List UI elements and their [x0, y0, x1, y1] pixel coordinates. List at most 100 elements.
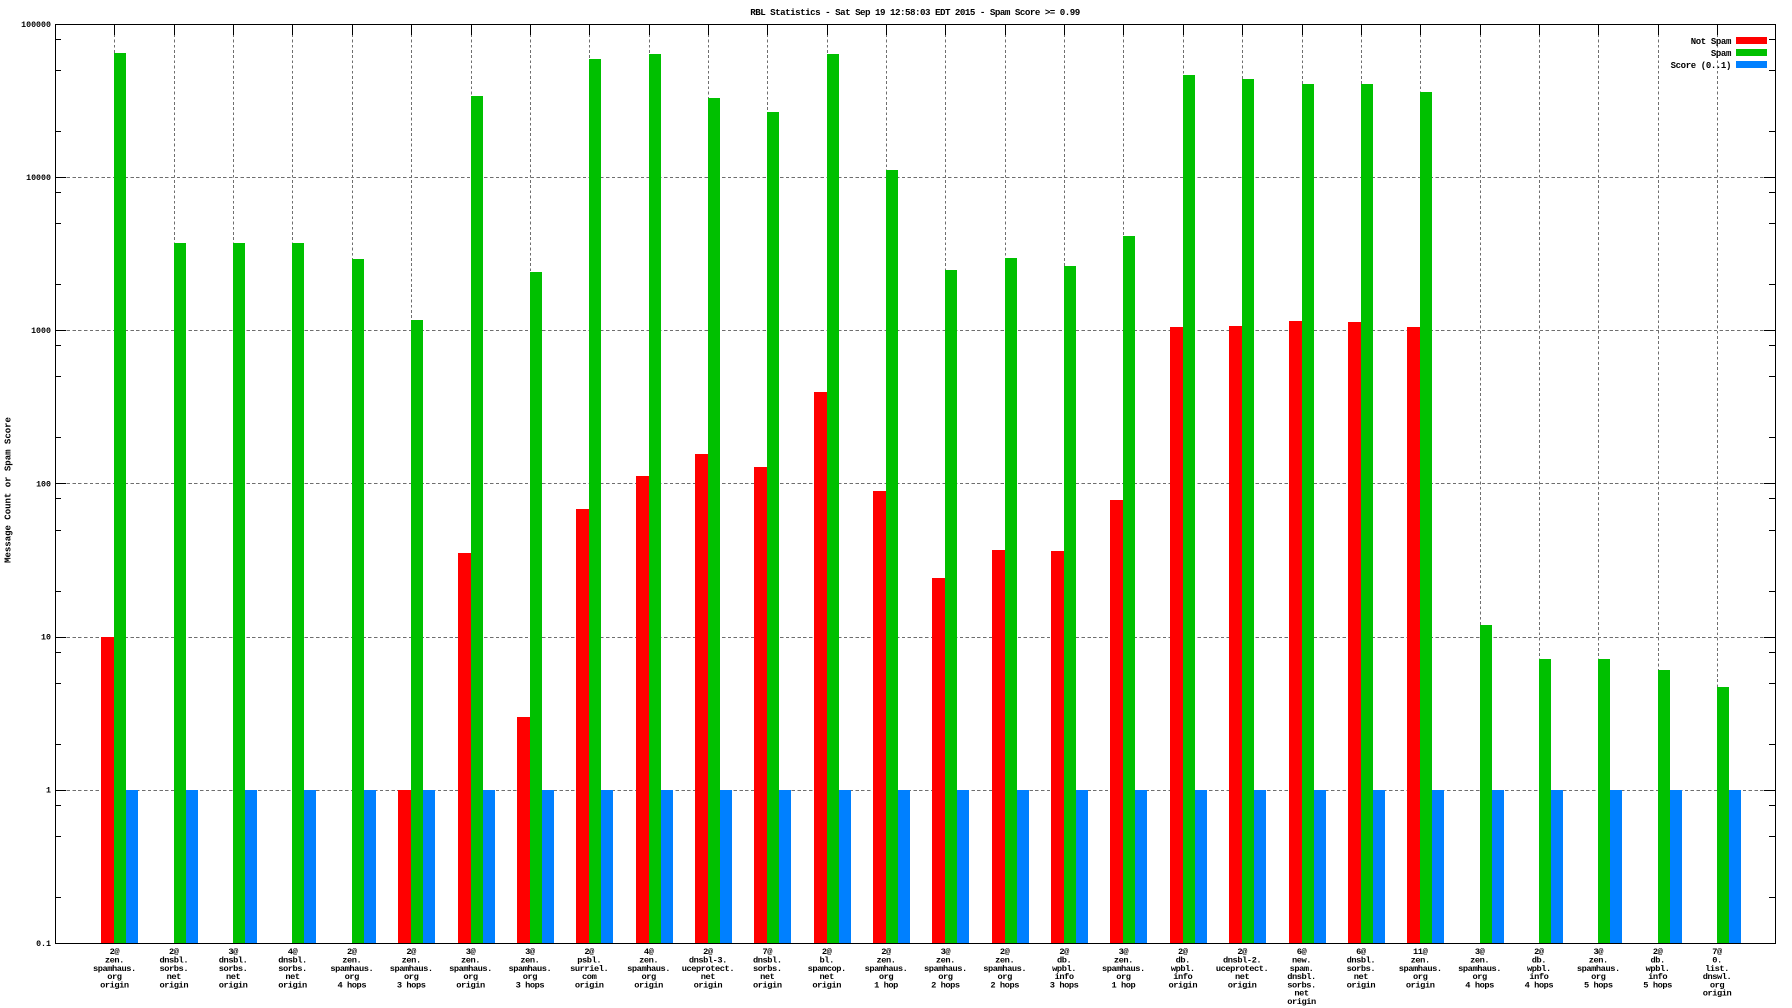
svg-text:zen.: zen. [995, 956, 1014, 966]
svg-text:6@: 6@ [1356, 947, 1367, 957]
svg-text:dnsbl.: dnsbl. [753, 956, 782, 966]
svg-text:4 hops: 4 hops [1465, 980, 1494, 990]
svg-text:origin: origin [634, 980, 663, 990]
svg-text:2@: 2@ [1237, 947, 1248, 957]
svg-text:2@: 2@ [110, 947, 121, 957]
svg-text:zen.: zen. [936, 956, 955, 966]
svg-text:3@: 3@ [1475, 947, 1486, 957]
svg-text:info: info [1648, 972, 1667, 982]
svg-text:zen.: zen. [1411, 956, 1430, 966]
svg-text:org: org [345, 972, 360, 982]
svg-text:2 hops: 2 hops [990, 980, 1019, 990]
svg-text:origin: origin [575, 980, 604, 990]
svg-text:2@: 2@ [406, 947, 417, 957]
svg-text:zen.: zen. [105, 956, 124, 966]
svg-text:2@: 2@ [169, 947, 180, 957]
svg-text:100000: 100000 [21, 21, 51, 30]
svg-text:wpbl.: wpbl. [1646, 964, 1670, 974]
svg-text:net: net [285, 972, 300, 982]
svg-text:zen.: zen. [342, 956, 361, 966]
svg-text:2@: 2@ [703, 947, 714, 957]
svg-text:zen.: zen. [1589, 956, 1608, 966]
svg-text:5 hops: 5 hops [1584, 980, 1613, 990]
svg-text:origin: origin [812, 980, 841, 990]
svg-text:dnsbl.: dnsbl. [219, 956, 248, 966]
svg-text:2@: 2@ [1059, 947, 1070, 957]
svg-text:com: com [582, 972, 597, 982]
svg-text:1000: 1000 [31, 327, 51, 336]
svg-text:spamhaus.: spamhaus. [390, 964, 433, 974]
svg-text:org: org [1116, 972, 1131, 982]
svg-text:new.: new. [1292, 956, 1311, 966]
svg-text:db.: db. [1650, 956, 1664, 966]
svg-text:spamhaus.: spamhaus. [924, 964, 967, 974]
svg-text:spamhaus.: spamhaus. [865, 964, 908, 974]
svg-text:spamcop.: spamcop. [808, 964, 846, 974]
svg-text:db.: db. [1057, 956, 1071, 966]
svg-text:net: net [167, 972, 182, 982]
svg-text:sorbs.: sorbs. [219, 964, 248, 974]
svg-text:origin: origin [278, 980, 307, 990]
svg-text:2@: 2@ [1653, 947, 1664, 957]
svg-text:zen.: zen. [461, 956, 480, 966]
svg-text:3@: 3@ [1594, 947, 1605, 957]
svg-text:spamhaus.: spamhaus. [330, 964, 373, 974]
svg-text:origin: origin [1406, 980, 1435, 990]
svg-text:10000: 10000 [26, 174, 51, 183]
svg-text:100: 100 [36, 480, 51, 489]
svg-text:org: org [1472, 972, 1487, 982]
svg-text:info: info [1529, 972, 1548, 982]
svg-text:0.1: 0.1 [36, 940, 51, 949]
svg-text:zen.: zen. [520, 956, 539, 966]
svg-text:3 hops: 3 hops [397, 980, 426, 990]
svg-text:origin: origin [160, 980, 189, 990]
svg-text:dnsbl.: dnsbl. [278, 956, 307, 966]
svg-text:org: org [463, 972, 478, 982]
svg-text:spamhaus.: spamhaus. [627, 964, 670, 974]
svg-text:3@: 3@ [1119, 947, 1130, 957]
svg-text:Not Spam: Not Spam [1691, 37, 1732, 47]
svg-text:spamhaus.: spamhaus. [508, 964, 551, 974]
svg-text:zen.: zen. [1470, 956, 1489, 966]
svg-text:1 hop: 1 hop [1111, 980, 1135, 990]
svg-text:3 hops: 3 hops [1050, 980, 1079, 990]
svg-text:sorbs.: sorbs. [753, 964, 782, 974]
svg-text:uceprotect.: uceprotect. [1216, 964, 1268, 974]
svg-text:Score (0..1): Score (0..1) [1671, 61, 1731, 71]
svg-text:7@: 7@ [763, 947, 774, 957]
svg-text:zen.: zen. [1114, 956, 1133, 966]
svg-text:net: net [760, 972, 775, 982]
svg-text:spamhaus.: spamhaus. [1399, 964, 1442, 974]
svg-text:3@: 3@ [228, 947, 239, 957]
svg-text:origin: origin [1287, 997, 1316, 1007]
svg-text:dnsbl.: dnsbl. [1287, 972, 1316, 982]
svg-text:11@: 11@ [1413, 947, 1429, 957]
svg-text:dnsbl.: dnsbl. [160, 956, 189, 966]
svg-text:10: 10 [41, 634, 51, 643]
svg-text:6@: 6@ [1297, 947, 1308, 957]
svg-text:spamhaus.: spamhaus. [1577, 964, 1620, 974]
svg-text:origin: origin [694, 980, 723, 990]
svg-text:4@: 4@ [288, 947, 299, 957]
svg-text:dnsbl-3.: dnsbl-3. [689, 956, 727, 966]
svg-text:org: org [1591, 972, 1606, 982]
svg-text:2@: 2@ [881, 947, 892, 957]
svg-text:origin: origin [456, 980, 485, 990]
svg-text:spamhaus.: spamhaus. [1458, 964, 1501, 974]
svg-text:info: info [1055, 972, 1074, 982]
svg-text:list.: list. [1705, 964, 1729, 974]
svg-text:db.: db. [1176, 956, 1190, 966]
svg-text:4@: 4@ [644, 947, 655, 957]
svg-text:3@: 3@ [525, 947, 536, 957]
svg-text:wpbl.: wpbl. [1527, 964, 1551, 974]
svg-text:sorbs.: sorbs. [1347, 964, 1376, 974]
svg-text:net: net [1294, 989, 1309, 999]
svg-text:spam.: spam. [1290, 964, 1314, 974]
svg-text:origin: origin [1228, 980, 1257, 990]
svg-text:db.: db. [1532, 956, 1546, 966]
svg-text:org: org [879, 972, 894, 982]
svg-text:2@: 2@ [1178, 947, 1189, 957]
svg-text:dnswl.: dnswl. [1703, 972, 1732, 982]
svg-text:2@: 2@ [584, 947, 595, 957]
svg-text:origin: origin [753, 980, 782, 990]
